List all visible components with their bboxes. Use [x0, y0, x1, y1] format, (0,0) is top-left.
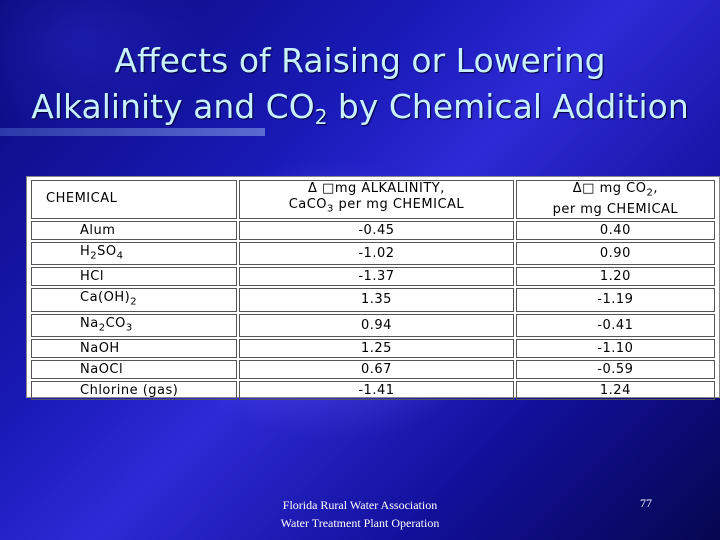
header-co2-sub: 2 [646, 187, 654, 199]
chemical-table-panel: CHEMICAL Δ □mg ALKALINITY, CaCO3 per mg … [26, 176, 720, 401]
table-row: HCl -1.37 1.20 [31, 267, 715, 287]
title-line-2-pre: Alkalinity and CO [31, 87, 315, 126]
table-row: Chlorine (gas) -1.41 1.24 [31, 381, 715, 401]
cell-chemical: Na2CO3 [31, 313, 238, 338]
footer-line-2: Water Treatment Plant Operation [280, 516, 440, 530]
page-number: 77 [640, 496, 652, 510]
table-header-row: CHEMICAL Δ □mg ALKALINITY, CaCO3 per mg … [31, 180, 715, 219]
title-subscript: 2 [314, 105, 328, 129]
cell-chemical: NaOH [31, 339, 238, 359]
cell-alkalinity: -1.37 [239, 267, 514, 287]
cell-alkalinity: 0.94 [239, 313, 514, 338]
header-alkalinity-post: per mg CHEMICAL [333, 197, 465, 212]
table-row: H2SO4 -1.02 0.90 [31, 241, 715, 266]
title-line-1: Affects of Raising or Lowering [114, 41, 606, 80]
cell-co2: 0.90 [515, 241, 715, 266]
cell-alkalinity: -1.41 [239, 381, 514, 401]
chem-sub: 2 [130, 296, 138, 308]
cell-chemical: Ca(OH)2 [31, 288, 238, 312]
table-row: Na2CO3 0.94 -0.41 [31, 313, 715, 338]
cell-alkalinity: 1.35 [239, 288, 514, 312]
title-line-2-post: by Chemical Addition [327, 87, 689, 126]
cell-alkalinity: 1.25 [239, 339, 514, 359]
cell-co2: 1.20 [515, 267, 715, 287]
cell-alkalinity: -1.02 [239, 241, 514, 266]
footer-line-1: Florida Rural Water Association [282, 498, 438, 512]
header-alkalinity: Δ □mg ALKALINITY, CaCO3 per mg CHEMICAL [239, 180, 514, 219]
cell-chemical: H2SO4 [31, 241, 238, 266]
chemical-table: CHEMICAL Δ □mg ALKALINITY, CaCO3 per mg … [29, 178, 717, 402]
cell-co2: 1.24 [515, 381, 715, 401]
header-chemical: CHEMICAL [31, 180, 238, 219]
header-co2-pre: Δ□ mg CO [572, 181, 647, 196]
chem-part: CO [105, 315, 126, 331]
header-co2-post: , [653, 181, 658, 196]
chem-part: Na [80, 315, 99, 331]
title-line-2: Alkalinity and CO2 by Chemical Addition [0, 84, 720, 140]
chem-sub: 2 [90, 250, 98, 262]
table-row: NaOH 1.25 -1.10 [31, 339, 715, 359]
header-co2: Δ□ mg CO2, per mg CHEMICAL [515, 180, 715, 219]
chem-part: Ca(OH) [80, 290, 131, 306]
header-alkalinity-pre: CaCO [288, 197, 328, 212]
cell-chemical: Alum [31, 220, 238, 240]
table-row: Ca(OH)2 1.35 -1.19 [31, 288, 715, 312]
header-co2-line2: per mg CHEMICAL [552, 201, 679, 217]
cell-chemical: NaOCl [31, 360, 238, 380]
cell-alkalinity: 0.67 [239, 360, 514, 380]
chem-sub: 4 [116, 250, 124, 262]
cell-alkalinity: -0.45 [239, 220, 514, 240]
cell-chemical: HCl [31, 267, 238, 287]
cell-co2: -0.59 [515, 360, 715, 380]
cell-co2: 0.40 [515, 220, 715, 240]
header-alkalinity-sub: 3 [327, 203, 334, 215]
header-alkalinity-line2: CaCO3 per mg CHEMICAL [246, 197, 507, 218]
cell-co2: -1.19 [515, 288, 715, 312]
cell-co2: -0.41 [515, 313, 715, 338]
cell-chemical: Chlorine (gas) [31, 381, 238, 401]
table-row: Alum -0.45 0.40 [31, 220, 715, 240]
cell-co2: -1.10 [515, 339, 715, 359]
header-co2-line1: Δ□ mg CO2, [523, 181, 708, 202]
chem-sub: 2 [98, 322, 106, 334]
header-alkalinity-line1: Δ □mg ALKALINITY, [308, 181, 445, 196]
chem-part: SO [97, 243, 117, 259]
slide-title: Affects of Raising or Lowering Alkalinit… [0, 38, 720, 140]
table-row: NaOCl 0.67 -0.59 [31, 360, 715, 380]
title-accent-bar [0, 128, 265, 136]
chem-part: H [80, 243, 91, 259]
chem-sub: 3 [125, 322, 133, 334]
footer-text: Florida Rural Water Association Water Tr… [260, 496, 460, 532]
